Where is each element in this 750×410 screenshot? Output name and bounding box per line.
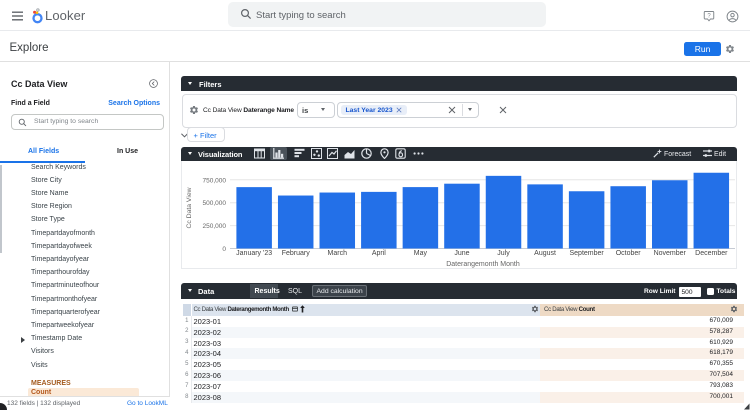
svg-text:500,000: 500,000	[203, 200, 227, 207]
svg-text:0: 0	[222, 246, 226, 253]
svg-text:August: August	[534, 250, 556, 257]
svg-text:November: November	[654, 250, 687, 257]
svg-text:February: February	[282, 250, 311, 257]
svg-text:January '23: January '23	[236, 250, 272, 257]
svg-text:Cc Data View: Cc Data View	[186, 187, 193, 228]
svg-text:250,000: 250,000	[203, 223, 227, 230]
svg-text:April: April	[372, 250, 386, 257]
svg-text:December: December	[695, 250, 728, 257]
svg-text:?: ?	[707, 13, 711, 19]
svg-text:750,000: 750,000	[203, 177, 227, 184]
svg-text:March: March	[328, 250, 348, 257]
svg-text:Daterangemonth Month: Daterangemonth Month	[446, 261, 520, 268]
svg-text:September: September	[570, 250, 605, 257]
svg-text:July: July	[497, 250, 510, 257]
svg-text:June: June	[454, 250, 469, 257]
svg-text:October: October	[616, 250, 642, 257]
svg-text:May: May	[414, 250, 428, 257]
